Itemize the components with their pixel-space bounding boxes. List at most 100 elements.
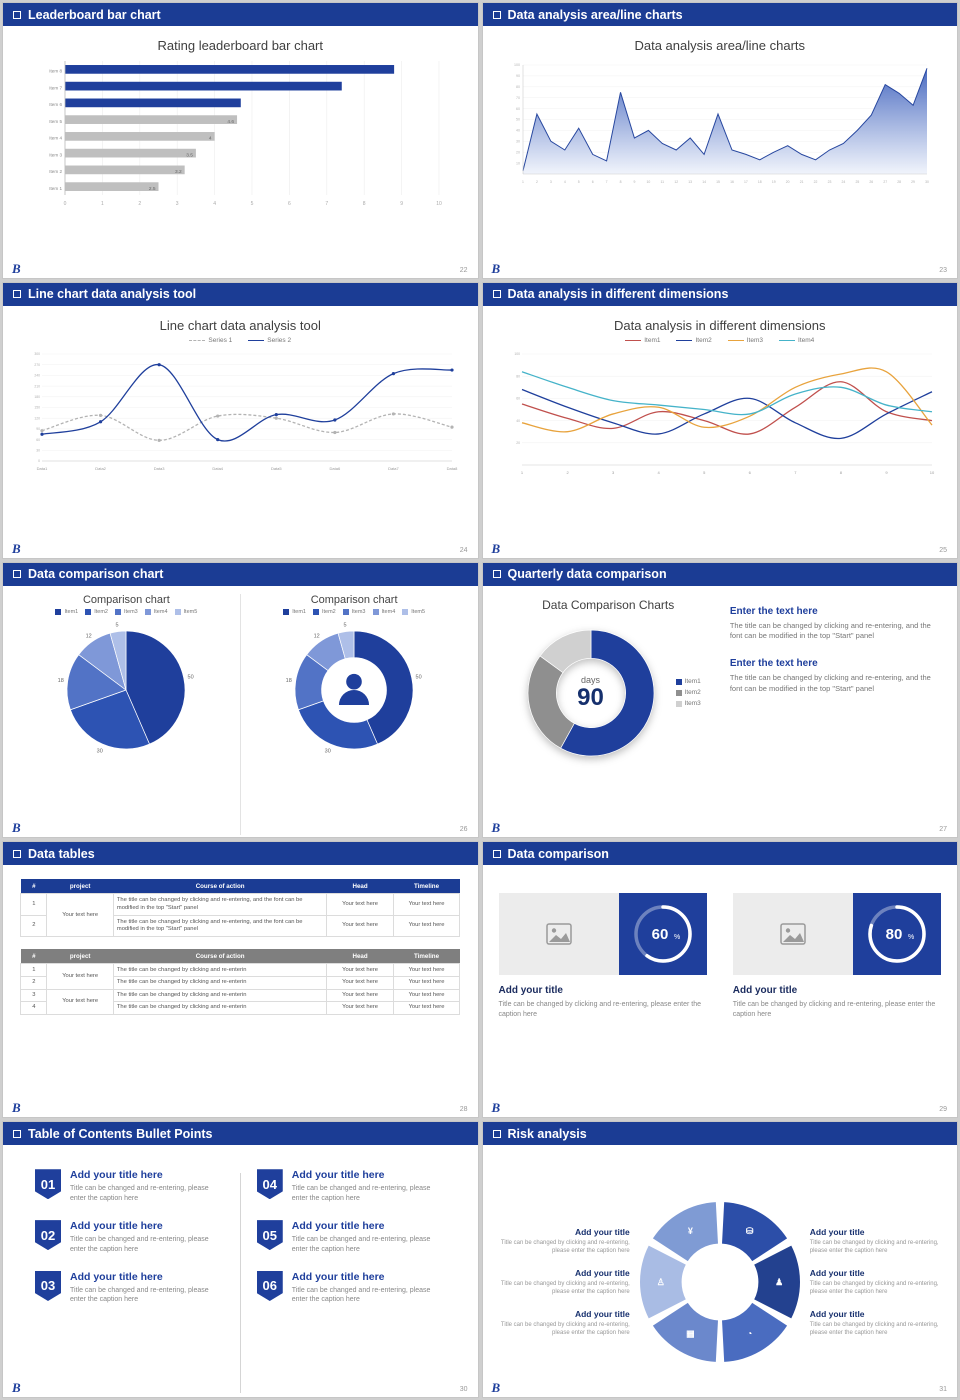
svg-text:6: 6 xyxy=(288,201,291,207)
cell-timeline: Your text here xyxy=(392,893,461,916)
col-header: Course of action xyxy=(113,879,327,894)
item4-swatch xyxy=(144,608,151,615)
item5-swatch xyxy=(174,608,181,615)
legend-label: Item4 xyxy=(153,608,168,615)
item1-line-swatch xyxy=(625,339,642,341)
item3-swatch xyxy=(342,608,349,615)
chart-title: Data analysis area/line charts xyxy=(634,38,806,53)
svg-text:19: 19 xyxy=(772,180,776,184)
cell-course: The title can be changed by clicking and… xyxy=(112,988,328,1003)
risk-title: Add your title xyxy=(809,1267,865,1278)
svg-text:12: 12 xyxy=(674,180,678,184)
cell-num: 1 xyxy=(20,963,48,977)
svg-text:Item 5: Item 5 xyxy=(49,119,62,124)
progress-card: 80% Add your title Title can be changed … xyxy=(732,893,941,1117)
cell-num: 2 xyxy=(20,914,48,938)
svg-text:3.5: 3.5 xyxy=(186,152,193,158)
slide-table-of-contents: Table of Contents Bullet Points 01 Add y… xyxy=(2,1121,479,1398)
cell-num: 2 xyxy=(20,975,48,990)
legend-item: Item3 xyxy=(727,337,763,344)
data-table-gray: # project Course of action Head Timeline… xyxy=(20,949,461,1015)
person-icon xyxy=(339,673,370,705)
cell-num: 1 xyxy=(20,893,48,916)
toc-caption: Title can be changed and re-entering, pl… xyxy=(70,1236,209,1253)
cell-head: Your text here xyxy=(326,914,394,938)
chart-legend: Series 1 Series 2 xyxy=(13,337,468,344)
block-heading: Enter the text here xyxy=(729,658,818,670)
svg-text:Data7: Data7 xyxy=(388,466,399,471)
risk-caption: Title can be changed by clicking and re-… xyxy=(809,1322,939,1337)
square-bullet-icon xyxy=(13,290,21,299)
col-header: Head xyxy=(326,879,394,894)
slide-header: Table of Contents Bullet Points xyxy=(3,1122,478,1146)
pie-chart-icon: ◔ xyxy=(747,1329,752,1339)
svg-text:28: 28 xyxy=(897,180,901,184)
svg-text:270: 270 xyxy=(35,363,41,367)
toc-column-left: 01 Add your title here Title can be chan… xyxy=(19,1169,240,1397)
col-header: # xyxy=(20,949,47,964)
table-row: 2 The title can be changed by clicking a… xyxy=(20,914,461,938)
legend-label: Item3 xyxy=(351,608,366,615)
svg-text:23: 23 xyxy=(827,180,831,184)
item1-swatch xyxy=(55,608,62,615)
brand-logo: B xyxy=(491,1379,501,1395)
svg-text:4: 4 xyxy=(657,470,660,475)
svg-text:Item 2: Item 2 xyxy=(49,169,62,174)
toc-title: Add your title here xyxy=(70,1220,163,1233)
square-bullet-icon xyxy=(13,1129,21,1138)
svg-text:5: 5 xyxy=(116,622,119,628)
toc-caption: Title can be changed and re-entering, pl… xyxy=(291,1185,431,1202)
svg-text:20: 20 xyxy=(786,180,790,184)
svg-text:40: 40 xyxy=(516,129,520,133)
number-badge: 02 xyxy=(35,1220,61,1251)
line-chart: 0 30 60 90 120 150 180 210 240 270 300 Data1 Data2 Da… xyxy=(35,352,459,471)
item4-line-swatch xyxy=(779,339,796,341)
chart-title: Data analysis in different dimensions xyxy=(614,317,826,333)
risk-item: Add your title Title can be changed by c… xyxy=(491,1268,630,1296)
card-title: Add your title xyxy=(732,985,798,997)
image-placeholder-icon xyxy=(545,923,572,946)
svg-text:3: 3 xyxy=(176,201,179,207)
svg-text:7: 7 xyxy=(794,470,797,475)
legend-item: Item2 xyxy=(676,337,712,344)
svg-text:3.2: 3.2 xyxy=(175,169,182,175)
page-number: 31 xyxy=(939,1385,947,1393)
table-row: 1 Your text here The title can be change… xyxy=(20,893,461,938)
svg-text:30: 30 xyxy=(97,748,103,754)
svg-text:300: 300 xyxy=(35,352,41,356)
svg-text:50: 50 xyxy=(188,674,194,680)
table-row: 1 Your text here The title can be change… xyxy=(20,963,461,990)
svg-text:%: % xyxy=(674,934,680,941)
svg-text:24: 24 xyxy=(841,180,845,184)
svg-text:Item 3: Item 3 xyxy=(49,152,62,157)
svg-text:25: 25 xyxy=(855,180,859,184)
square-bullet-icon xyxy=(492,849,501,858)
toc-item: 06 Add your title here Title can be chan… xyxy=(256,1270,446,1305)
svg-text:Item 7: Item 7 xyxy=(49,85,62,90)
risk-column-right: Add your title Title can be changed by c… xyxy=(810,1227,949,1338)
legend-item: Item1 xyxy=(625,337,660,344)
svg-text:1: 1 xyxy=(101,201,104,207)
slide-content: Rating leaderboard bar chart 0 1 2 3 4 5 6 7 8 9 1… xyxy=(3,26,478,278)
toc-caption: Title can be changed and re-entering, pl… xyxy=(70,1185,209,1202)
risk-caption: Title can be changed by clicking and re-… xyxy=(809,1280,939,1296)
svg-text:120: 120 xyxy=(35,416,41,420)
slide-header-title: Data comparison chart xyxy=(28,567,164,582)
risk-caption: Title can be changed by clicking and re-… xyxy=(500,1280,630,1296)
brand-logo: B xyxy=(12,820,21,836)
svg-text:80: 80 xyxy=(886,926,903,943)
block-heading: Enter the text here xyxy=(729,605,818,617)
svg-text:70: 70 xyxy=(516,96,520,100)
toc-title: Add your title here xyxy=(291,1169,385,1182)
col-header: project xyxy=(46,949,114,964)
brand-logo: B xyxy=(491,260,501,276)
legend-label: Item3 xyxy=(123,608,138,615)
svg-text:60: 60 xyxy=(516,396,520,400)
svg-text:5: 5 xyxy=(578,180,580,184)
legend-item: Series 2 xyxy=(248,337,291,344)
svg-text:60: 60 xyxy=(651,926,668,943)
svg-text:60: 60 xyxy=(36,438,40,442)
square-bullet-icon xyxy=(492,570,501,579)
